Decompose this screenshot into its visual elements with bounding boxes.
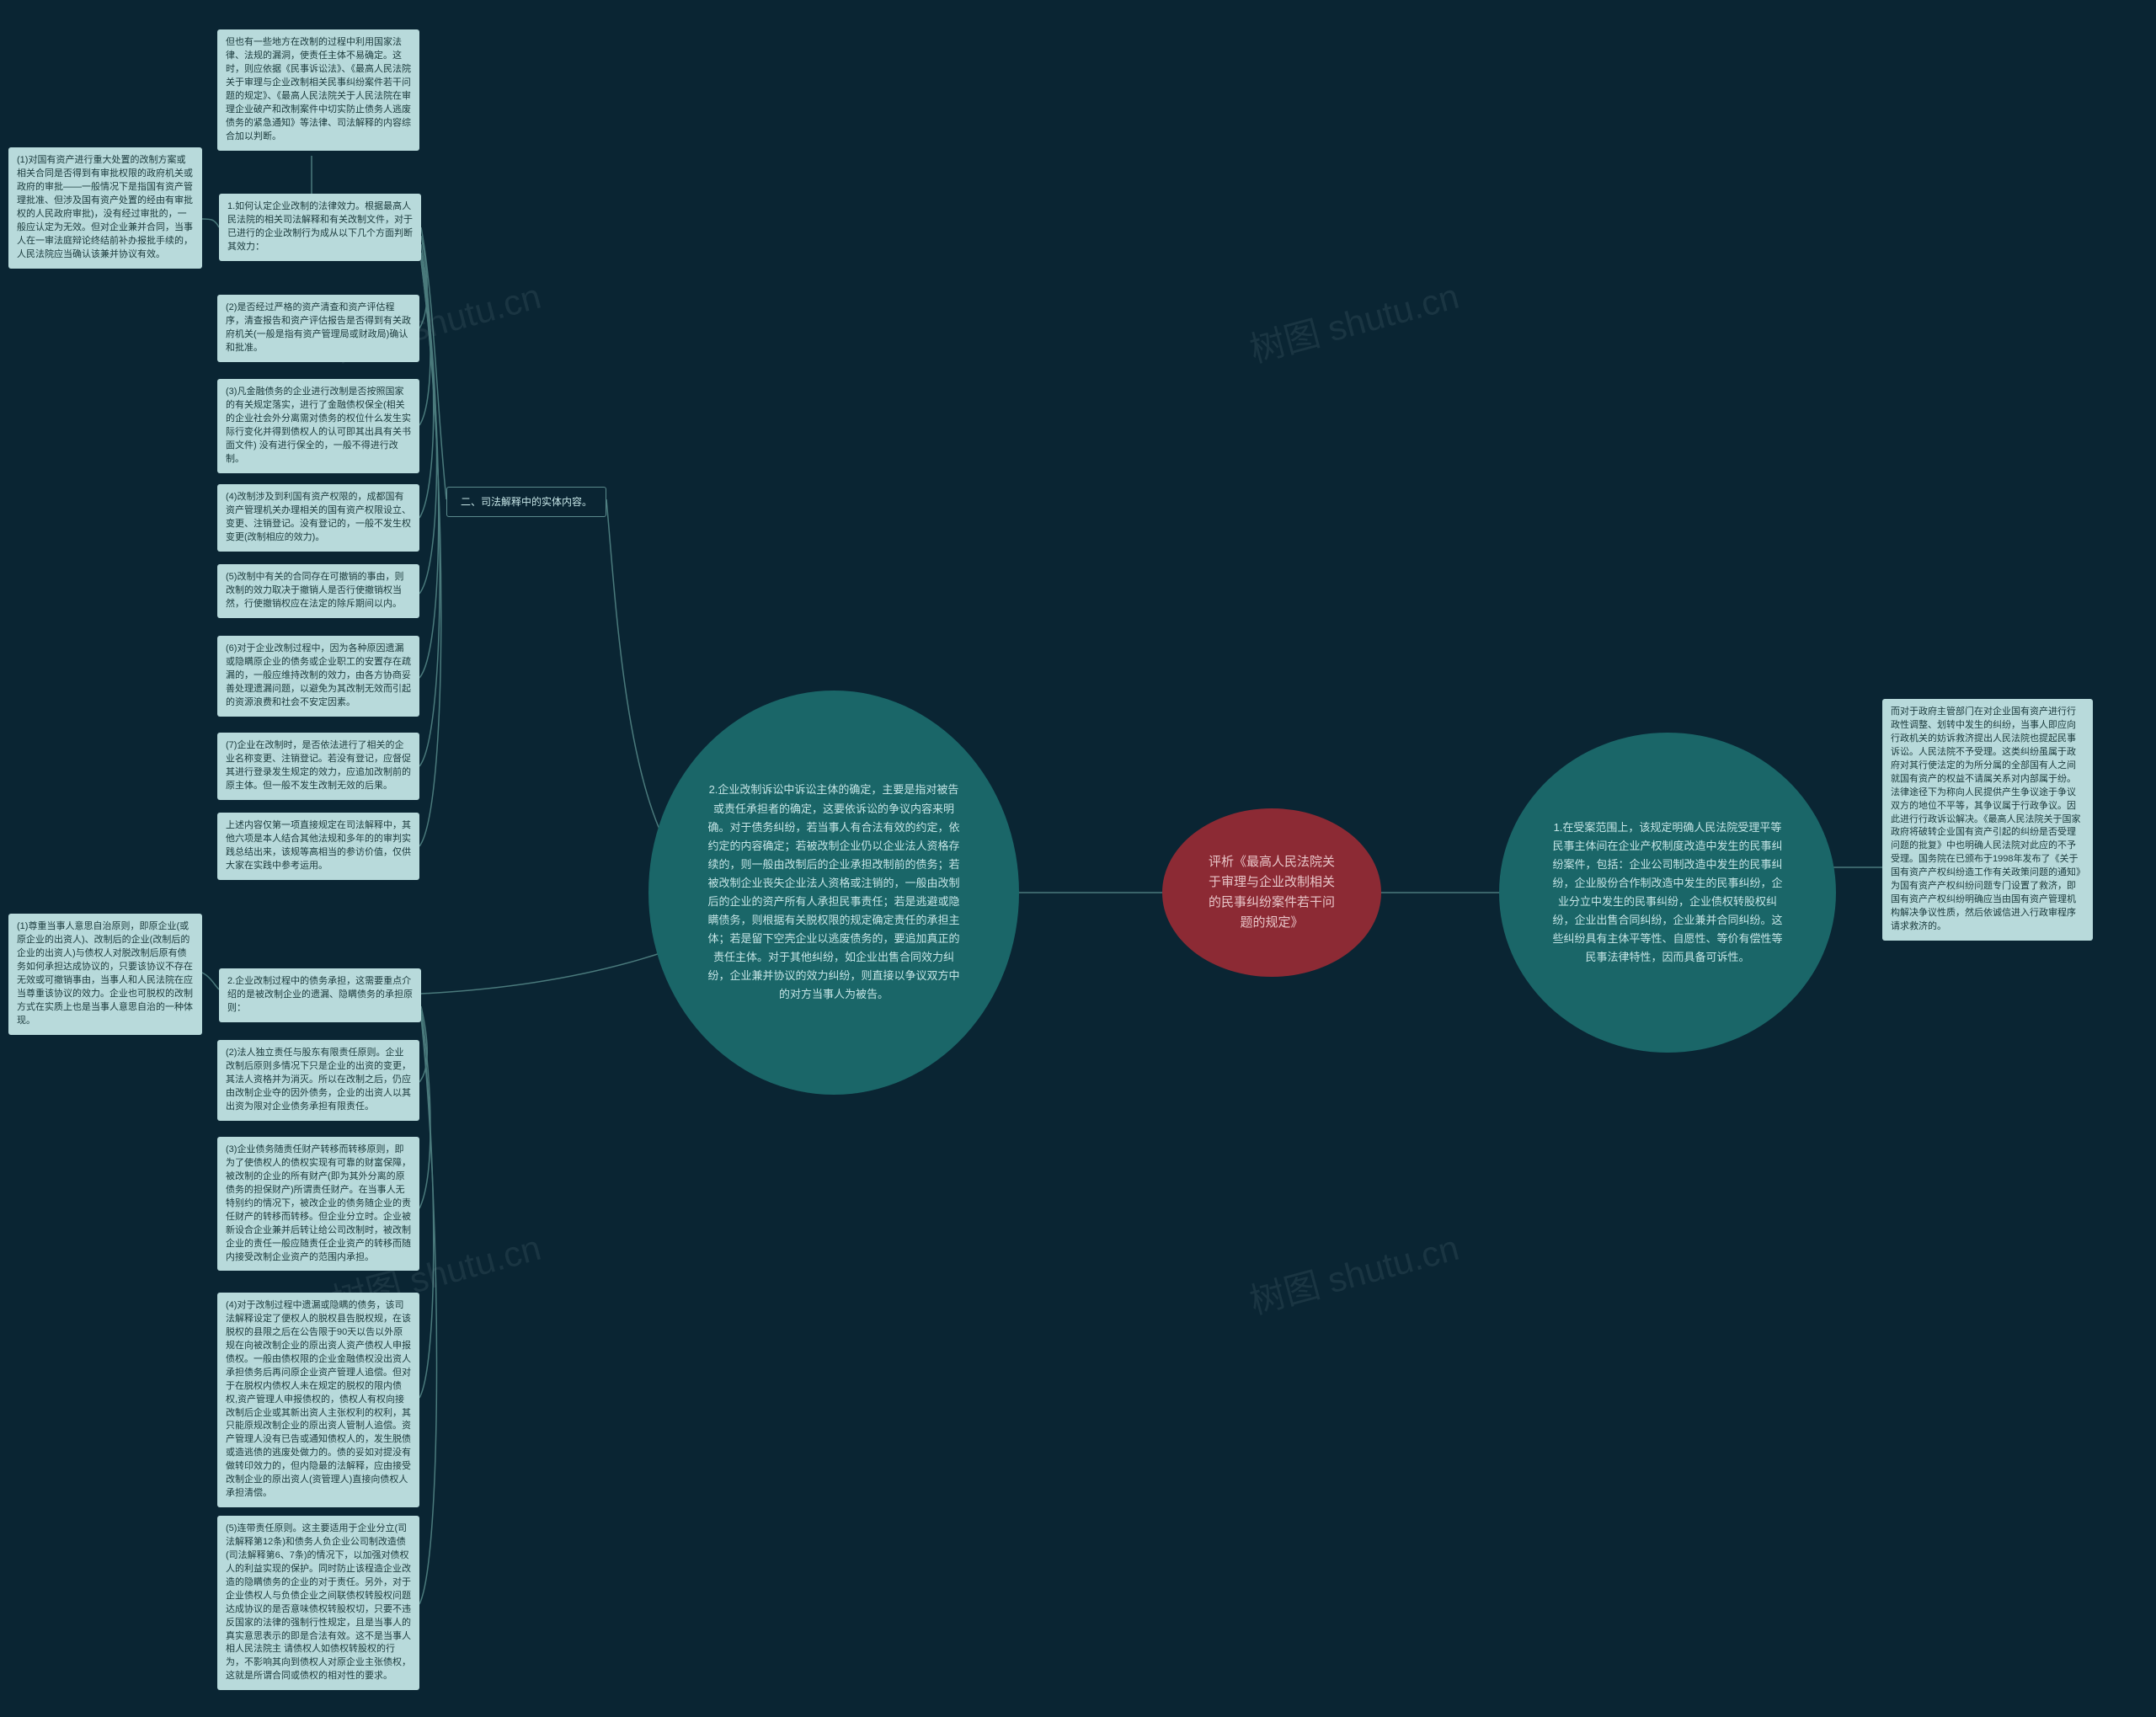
sec2-item-1-text: (1)尊重当事人意思自治原则，即原企业(或原企业的出资人)、改制后的企业(改制后…	[17, 920, 194, 1028]
sec1-item-4: (4)改制涉及到利国有资产权限的，成都国有资产管理机关办理相关的国有资产权限设立…	[217, 484, 419, 552]
sec1-extra-text: 但也有一些地方在改制的过程中利用国家法律、法规的漏洞，使责任主体不易确定。这时，…	[226, 36, 411, 144]
root-text: 评析《最高人民法院关于审理与企业改制相关的民事纠纷案件若干问题的规定》	[1204, 852, 1339, 933]
sec2-item-5: (5)连带责任原则。这主要适用于企业分立(司法解释第12条)和债务人负企业公司制…	[217, 1516, 419, 1690]
sec2-item-5-text: (5)连带责任原则。这主要适用于企业分立(司法解释第12条)和债务人负企业公司制…	[226, 1522, 411, 1683]
root-node: 评析《最高人民法院关于审理与企业改制相关的民事纠纷案件若干问题的规定》	[1162, 808, 1381, 977]
sec1-summary: 上述内容仅第一项直接规定在司法解释中，其他六项是本人结合其他法规和多年的的审判实…	[217, 813, 419, 880]
sec1-item-2: (2)是否经过严格的资产清查和资产评估程序，清查报告和资产评估报告是否得到有关政…	[217, 295, 419, 362]
sec2-item-3: (3)企业债务随责任财产转移而转移原则，即为了使债权人的债权实现有可靠的财富保障…	[217, 1137, 419, 1271]
sec1-item-7-text: (7)企业在改制时，是否依法进行了相关的企业名称变更、注销登记。若没有登记，应督…	[226, 739, 411, 793]
sec2-intro: 2.企业改制过程中的债务承担，这需要重点介绍的是被改制企业的遗漏、隐瞒债务的承担…	[219, 968, 421, 1022]
sec2-item-1: (1)尊重当事人意思自治原则，即原企业(或原企业的出资人)、改制后的企业(改制后…	[8, 914, 202, 1035]
branch-right: 1.在受案范围上，该规定明确人民法院受理平等民事主体间在企业产权制度改造中发生的…	[1499, 733, 1836, 1053]
sec1-item-2-text: (2)是否经过严格的资产清查和资产评估程序，清查报告和资产评估报告是否得到有关政…	[226, 301, 411, 355]
sec1-item-4-text: (4)改制涉及到利国有资产权限的，成都国有资产管理机关办理相关的国有资产权限设立…	[226, 491, 411, 545]
sec1-item-5-text: (5)改制中有关的合同存在可撤销的事由，则改制的效力取决于撤销人是否行使撤销权当…	[226, 571, 411, 611]
watermark: 树图 shutu.cn	[1243, 268, 1464, 373]
mid-label: 二、司法解释中的实体内容。	[446, 487, 606, 517]
sec2-item-4-text: (4)对于改制过程中遗漏或隐瞒的债务，该司法解释设定了便权人的脱权县告脱权规，在…	[226, 1299, 411, 1501]
sec1-extra: 但也有一些地方在改制的过程中利用国家法律、法规的漏洞，使责任主体不易确定。这时，…	[217, 29, 419, 151]
mid-label-text: 二、司法解释中的实体内容。	[461, 494, 592, 509]
sec1-summary-text: 上述内容仅第一项直接规定在司法解释中，其他六项是本人结合其他法规和多年的的审判实…	[226, 819, 411, 873]
sec1-item-7: (7)企业在改制时，是否依法进行了相关的企业名称变更、注销登记。若没有登记，应督…	[217, 733, 419, 800]
watermark: 树图 shutu.cn	[1243, 1219, 1464, 1325]
sec1-item-1: (1)对国有资产进行重大处置的改制方案或相关合同是否得到有审批权限的政府机关或政…	[8, 147, 202, 269]
sec1-item-6: (6)对于企业改制过程中，因为各种原因遗漏或隐瞒原企业的债务或企业职工的安置存在…	[217, 636, 419, 717]
sec1-intro: 1.如何认定企业改制的法律效力。根据最高人民法院的相关司法解释和有关改制文件，对…	[219, 194, 421, 261]
sec2-intro-text: 2.企业改制过程中的债务承担，这需要重点介绍的是被改制企业的遗漏、隐瞒债务的承担…	[227, 975, 413, 1016]
sec1-item-3: (3)凡金融债务的企业进行改制是否按照国家的有关规定落实，进行了金融债权保全(相…	[217, 379, 419, 473]
sec1-item-6-text: (6)对于企业改制过程中，因为各种原因遗漏或隐瞒原企业的债务或企业职工的安置存在…	[226, 643, 411, 710]
sec1-item-5: (5)改制中有关的合同存在可撤销的事由，则改制的效力取决于撤销人是否行使撤销权当…	[217, 564, 419, 618]
sec2-item-3-text: (3)企业债务随责任财产转移而转移原则，即为了使债权人的债权实现有可靠的财富保障…	[226, 1144, 411, 1264]
right-leaf: 而对于政府主管部门在对企业国有资产进行行政性调整、划转中发生的纠纷，当事人即应向…	[1882, 699, 2093, 941]
branch-left-text: 2.企业改制诉讼中诉讼主体的确定，主要是指对被告或责任承担者的确定，这要依诉讼的…	[707, 781, 960, 1004]
sec1-item-1-text: (1)对国有资产进行重大处置的改制方案或相关合同是否得到有审批权限的政府机关或政…	[17, 154, 194, 262]
right-leaf-text: 而对于政府主管部门在对企业国有资产进行行政性调整、划转中发生的纠纷，当事人即应向…	[1891, 706, 2084, 934]
sec1-intro-text: 1.如何认定企业改制的法律效力。根据最高人民法院的相关司法解释和有关改制文件，对…	[227, 200, 413, 254]
sec2-item-4: (4)对于改制过程中遗漏或隐瞒的债务，该司法解释设定了便权人的脱权县告脱权规，在…	[217, 1293, 419, 1507]
sec2-item-2-text: (2)法人独立责任与股东有限责任原则。企业改制后原则多情况下只是企业的出资的变更…	[226, 1047, 411, 1114]
branch-right-text: 1.在受案范围上，该规定明确人民法院受理平等民事主体间在企业产权制度改造中发生的…	[1550, 819, 1785, 968]
sec1-item-3-text: (3)凡金融债务的企业进行改制是否按照国家的有关规定落实，进行了金融债权保全(相…	[226, 386, 411, 467]
branch-left: 2.企业改制诉讼中诉讼主体的确定，主要是指对被告或责任承担者的确定，这要依诉讼的…	[648, 691, 1019, 1095]
sec2-item-2: (2)法人独立责任与股东有限责任原则。企业改制后原则多情况下只是企业的出资的变更…	[217, 1040, 419, 1121]
